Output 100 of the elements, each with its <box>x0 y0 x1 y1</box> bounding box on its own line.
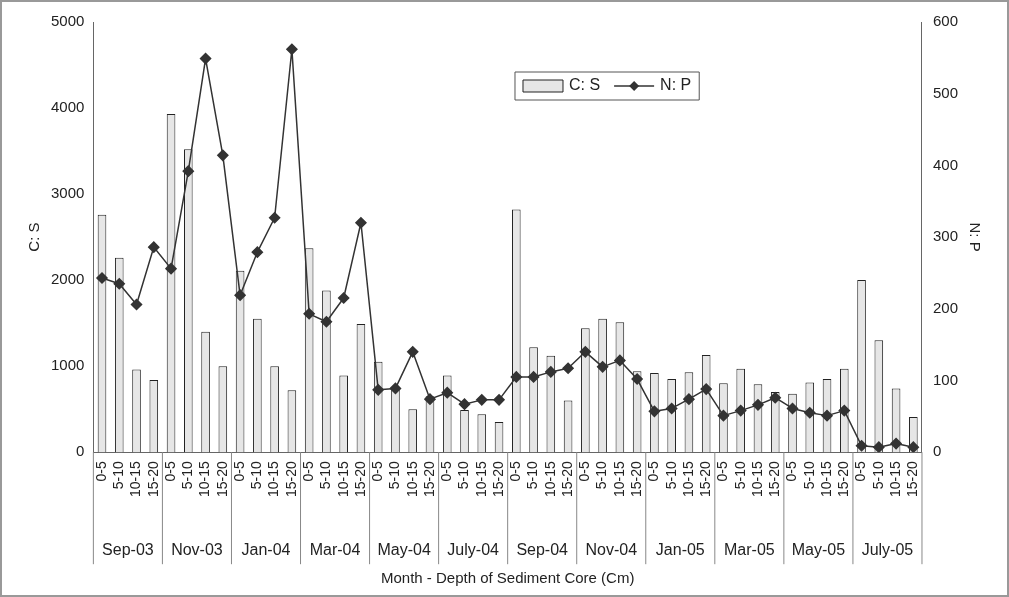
x-tick-label: 5-10 <box>800 460 817 490</box>
point <box>890 437 902 450</box>
point <box>286 43 298 55</box>
x-tick-label: 5-10 <box>455 460 472 490</box>
y-tick-label: 3000 <box>50 184 85 202</box>
x-tick-label: 0-5 <box>714 460 731 482</box>
x-tick-label: 0-5 <box>783 460 800 482</box>
point <box>700 383 712 395</box>
point <box>545 366 557 378</box>
x-tick-label: 10-15 <box>265 460 282 498</box>
point <box>838 404 851 417</box>
y-tick-label: 4000 <box>50 98 85 116</box>
point <box>648 405 661 418</box>
text: Mar-04 <box>309 540 361 558</box>
y2-tick-label: 500 <box>932 83 958 101</box>
point <box>752 399 764 411</box>
point <box>527 371 540 383</box>
point <box>510 371 523 383</box>
point <box>406 346 419 358</box>
point <box>665 402 678 415</box>
point <box>614 354 626 367</box>
x-tick-label: 10-15 <box>334 460 351 498</box>
point <box>734 404 747 417</box>
legend-label: C: S <box>568 76 601 94</box>
point <box>579 346 592 358</box>
legend-label: N: P <box>660 76 692 94</box>
point <box>476 394 488 406</box>
x-tick-label: 10-15 <box>541 460 558 498</box>
x-tick-label: 15-20 <box>282 460 299 498</box>
y-tick-label: 1000 <box>50 356 85 374</box>
point <box>113 277 126 290</box>
x-tick-label: 15-20 <box>558 460 575 498</box>
x-tick-label: 0-5 <box>576 460 593 482</box>
x-tick-label: 5-10 <box>248 460 265 490</box>
x-tick-label: 10-15 <box>472 460 489 498</box>
y2-tick-label: 400 <box>932 155 958 173</box>
x-tick-label: 10-15 <box>127 460 144 498</box>
point <box>717 409 730 422</box>
point <box>631 373 643 385</box>
y-tick-label: 2000 <box>50 270 85 288</box>
x-tick-label: 15-20 <box>697 460 714 498</box>
x-tick-label: 0-5 <box>161 460 178 482</box>
x-tick-label: 15-20 <box>420 460 437 498</box>
text: Jan-05 <box>655 540 705 558</box>
x-tick-label: 5-10 <box>524 460 541 490</box>
x-tick-label: 0-5 <box>507 460 524 482</box>
point <box>683 393 695 405</box>
x-tick-label: 5-10 <box>386 460 403 490</box>
x-tick-label: 15-20 <box>628 460 644 498</box>
x-tick-label: 5-10 <box>593 460 610 490</box>
point <box>355 217 367 229</box>
text: July-04 <box>447 540 500 558</box>
x-tick-label: 5-10 <box>110 460 127 490</box>
text: Sep-03 <box>102 540 154 558</box>
y2-tick-label: 0 <box>932 442 942 460</box>
point <box>165 262 177 275</box>
point <box>268 211 281 224</box>
point <box>596 361 609 373</box>
text: May-04 <box>377 540 431 558</box>
x-tick-label: 0-5 <box>645 460 662 482</box>
x-tick-label: 15-20 <box>489 460 506 498</box>
x-tick-label: 0-5 <box>300 460 317 482</box>
y-axis-title: C: S <box>25 222 43 252</box>
x-tick-label: 15-20 <box>351 460 368 498</box>
x-tick-label: 5-10 <box>731 460 748 490</box>
point <box>562 362 574 375</box>
point <box>303 308 315 320</box>
point <box>769 391 781 404</box>
point <box>234 289 246 301</box>
x-tick-label: 15-20 <box>213 460 230 498</box>
x-tick-label: 5-10 <box>317 460 334 490</box>
point <box>251 246 264 258</box>
point <box>907 441 920 453</box>
text: Nov-03 <box>171 540 223 558</box>
x-tick-label: 5-10 <box>869 460 886 490</box>
point <box>337 292 350 304</box>
x-tick-label: 5-10 <box>662 460 679 490</box>
point <box>855 439 868 452</box>
point <box>199 52 212 65</box>
x-tick-label: 10-15 <box>196 460 213 498</box>
x-tick-label: 10-15 <box>748 460 765 498</box>
point <box>873 441 885 453</box>
y-tick-label: 5000 <box>50 12 85 30</box>
x-tick-label: 0-5 <box>369 460 386 482</box>
x-tick-label: 0-5 <box>852 460 869 482</box>
y2-tick-label: 100 <box>932 370 958 388</box>
text: Sep-04 <box>516 540 569 558</box>
y2-tick-label: 300 <box>932 227 958 245</box>
point <box>130 298 143 311</box>
text: July-05 <box>861 540 914 558</box>
x-tick-label: 0-5 <box>92 460 109 482</box>
x-tick-label: 10-15 <box>886 460 903 498</box>
point <box>786 402 799 415</box>
x-tick-label: 10-15 <box>679 460 696 498</box>
text: May-05 <box>791 540 846 558</box>
point <box>424 393 436 405</box>
x-tick-label: 10-15 <box>403 460 420 498</box>
point <box>441 386 453 399</box>
x-tick-label: 15-20 <box>904 460 921 498</box>
point <box>182 165 195 177</box>
